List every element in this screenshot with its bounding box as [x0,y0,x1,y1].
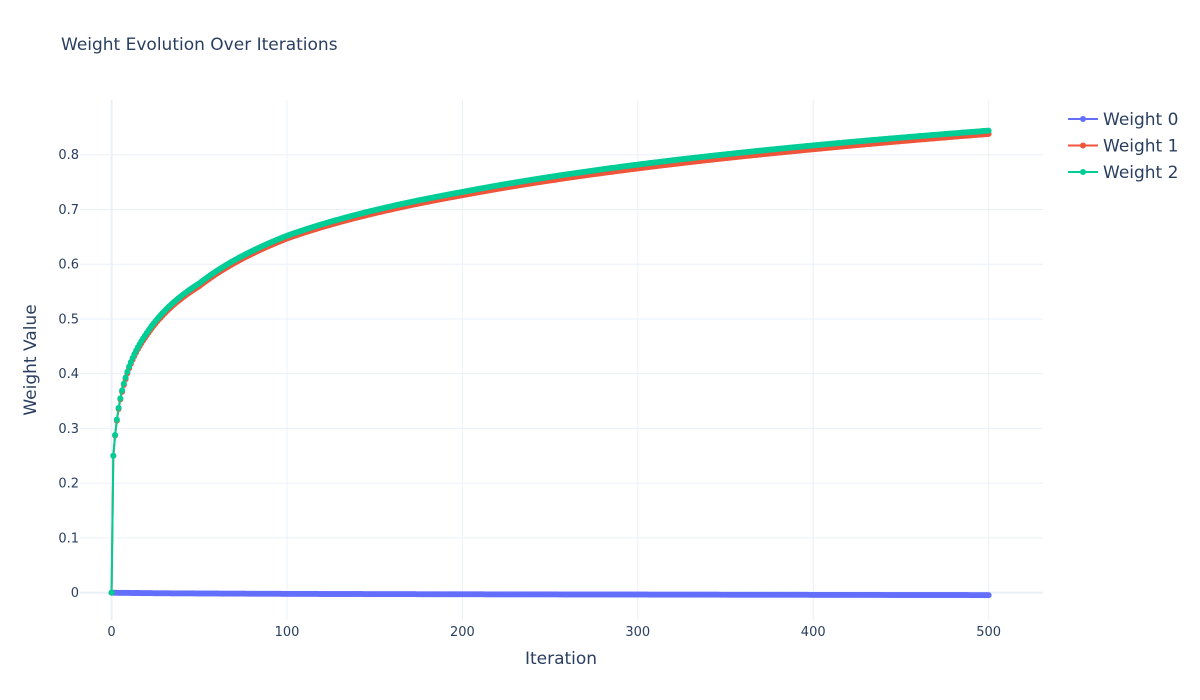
series-weight-2 [108,127,992,596]
tick-layer: 0 100 200 300 400 500 0 0.1 0.2 0.3 0.4 0.5 0.6 0.7 0.… [58,148,1001,640]
chart-title: Weight Evolution Over Iterations [61,35,338,55]
x-axis-title: Iteration [525,649,597,669]
data-point [110,452,117,459]
grid-layer [80,100,1043,620]
y-tick-label: 0.3 [58,422,79,437]
x-tick-label: 200 [450,625,475,640]
x-tick-label: 400 [801,625,826,640]
data-point [112,431,119,438]
data-point [119,387,126,394]
x-tick-label: 0 [107,625,115,640]
data-point [113,416,120,423]
legend-item-weight-1[interactable]: Weight 1 [1068,137,1178,157]
legend-marker [1080,169,1086,175]
legend-label: Weight 1 [1103,137,1178,157]
data-point [126,363,133,370]
data-point [122,374,129,381]
legend-marker [1080,116,1086,122]
data-point [120,380,127,387]
legend[interactable]: Weight 0 Weight 1 Weight 2 [1068,110,1178,183]
y-tick-label: 0.8 [58,148,79,163]
series-layer [108,127,992,599]
legend-label: Weight 2 [1103,163,1178,183]
legend-item-weight-2[interactable]: Weight 2 [1068,163,1178,183]
legend-marker [1080,142,1086,149]
x-tick-label: 300 [625,625,650,640]
x-tick-label: 500 [976,625,1001,640]
y-tick-label: 0.6 [58,258,79,273]
y-tick-label: 0.2 [58,477,79,492]
x-tick-label: 100 [275,625,300,640]
data-point [108,589,115,596]
y-tick-label: 0.1 [58,531,79,546]
data-point [117,395,124,402]
data-point [985,127,992,134]
data-point [115,404,122,411]
y-tick-label: 0.7 [58,203,79,218]
legend-label: Weight 0 [1103,110,1178,130]
data-point [985,592,992,599]
data-point [124,368,131,375]
y-tick-label: 0 [71,586,79,601]
y-axis-title: Weight Value [21,304,41,415]
legend-item-weight-0[interactable]: Weight 0 [1068,110,1178,130]
y-tick-label: 0.4 [58,367,79,382]
y-tick-label: 0.5 [58,312,79,327]
